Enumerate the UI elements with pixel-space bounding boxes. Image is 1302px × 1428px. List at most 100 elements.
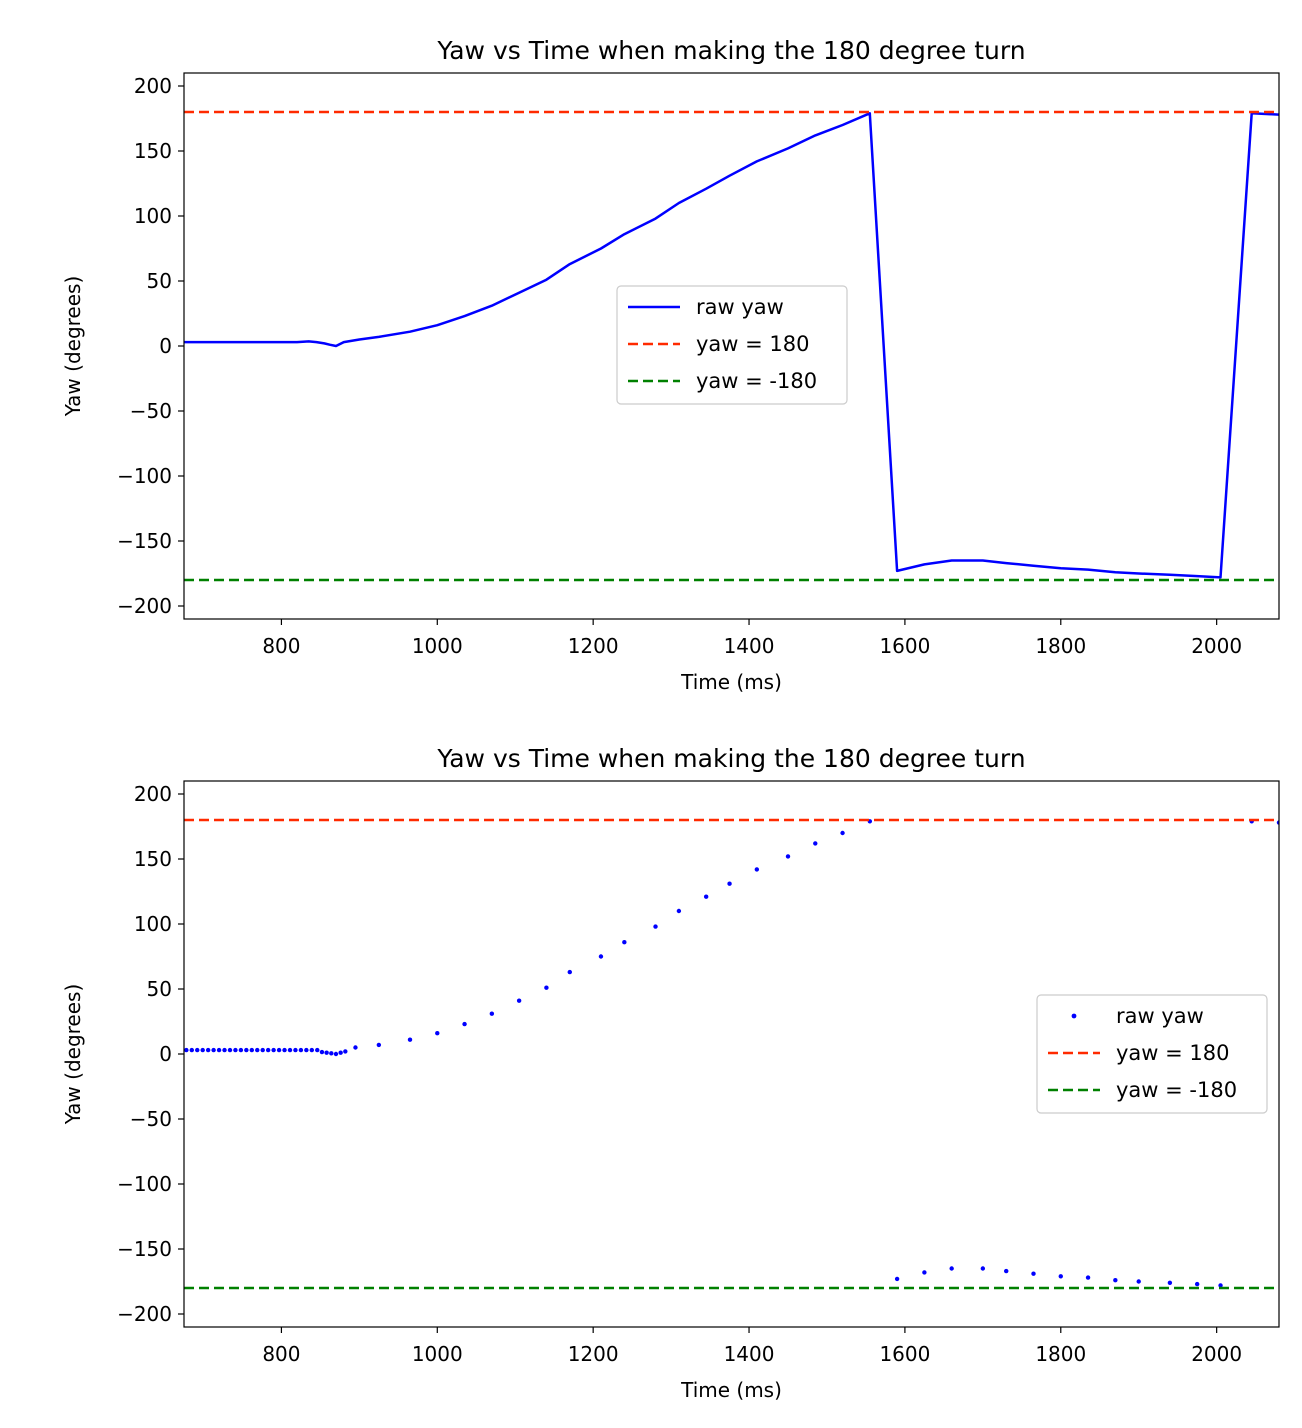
- scatter-point: [324, 1050, 329, 1055]
- legend-label: raw yaw: [1116, 1004, 1204, 1028]
- scatter-point: [1194, 1281, 1200, 1287]
- legend: raw yaw yaw = 180 yaw = -180: [1036, 994, 1268, 1114]
- scatter-point: [567, 969, 572, 975]
- scatter-point: [435, 1031, 440, 1036]
- y-tick-label: −100: [117, 464, 172, 488]
- y-tick-label: −200: [117, 594, 172, 618]
- x-tick-label: 1000: [412, 634, 463, 658]
- scatter-point: [894, 1276, 900, 1282]
- x-tick-label: 1800: [1035, 634, 1086, 658]
- x-tick-label: 1400: [724, 1342, 775, 1366]
- legend: raw yaw yaw = 180 yaw = -180: [616, 285, 848, 405]
- scatter-point: [703, 894, 709, 899]
- scatter-point: [1136, 1279, 1141, 1284]
- y-tick-label: −150: [117, 1237, 172, 1261]
- y-tick-label: −150: [117, 529, 172, 553]
- scatter-point: [329, 1051, 334, 1056]
- scatter-point: [598, 954, 604, 959]
- scatter-point: [1031, 1271, 1036, 1276]
- scatter-point: [840, 830, 845, 836]
- scatter-point: [216, 1047, 222, 1053]
- scatter-point: [211, 1047, 216, 1053]
- x-tick-label: 2000: [1191, 1342, 1242, 1366]
- y-tick-label: 0: [159, 334, 172, 358]
- y-tick-label: 200: [134, 782, 172, 806]
- y-tick-label: 150: [134, 847, 172, 871]
- chart-panel-1: Yaw vs Time when making the 180 degree t…: [61, 36, 1280, 694]
- scatter-point: [260, 1047, 265, 1053]
- scatter-point: [189, 1047, 194, 1053]
- scatter-point: [282, 1047, 287, 1053]
- scatter-point: [376, 1042, 382, 1048]
- plot-area: [184, 110, 1279, 582]
- series-line-raw-yaw: [184, 112, 1279, 579]
- scatter-point: [785, 854, 791, 859]
- x-tick-label: 1600: [879, 634, 930, 658]
- legend-frame: [1036, 994, 1268, 1114]
- scatter-point: [980, 1266, 986, 1271]
- chart-panel-2: Yaw vs Time when making the 180 degree t…: [61, 744, 1280, 1402]
- scatter-point: [653, 924, 658, 929]
- scatter-point: [922, 1270, 927, 1275]
- scatter-point: [343, 1049, 348, 1054]
- y-tick-label: −50: [130, 1107, 172, 1131]
- y-tick-label: 150: [134, 139, 172, 163]
- scatter-point: [222, 1047, 227, 1053]
- scatter-point: [276, 1047, 282, 1053]
- y-tick-label: 100: [134, 204, 172, 228]
- scatter-point: [353, 1045, 358, 1050]
- legend-label: yaw = 180: [696, 332, 810, 356]
- legend-handle-marker: [1071, 1013, 1077, 1019]
- scatter-point: [1218, 1283, 1223, 1288]
- chart-title: Yaw vs Time when making the 180 degree t…: [436, 744, 1025, 773]
- y-tick-label: 0: [159, 1042, 172, 1066]
- x-axis-label: Time (ms): [680, 1378, 782, 1402]
- scatter-point: [1113, 1278, 1118, 1283]
- scatter-point: [338, 1050, 343, 1055]
- x-tick-label: 800: [262, 1342, 300, 1366]
- scatter-point: [1085, 1275, 1091, 1280]
- scatter-point: [233, 1047, 238, 1053]
- scatter-point: [271, 1047, 276, 1053]
- scatter-point: [249, 1047, 255, 1053]
- scatter-point: [205, 1047, 211, 1053]
- legend-label: yaw = 180: [1116, 1041, 1230, 1065]
- legend-label: yaw = -180: [1116, 1078, 1237, 1102]
- x-tick-label: 1000: [412, 1342, 463, 1366]
- x-axis-label: Time (ms): [680, 670, 782, 694]
- scatter-point: [544, 985, 549, 990]
- scatter-point: [184, 1047, 189, 1053]
- x-tick-label: 1200: [568, 1342, 619, 1366]
- scatter-point: [200, 1047, 205, 1053]
- scatter-point: [1004, 1268, 1009, 1274]
- y-tick-label: 50: [147, 977, 172, 1001]
- scatter-point: [227, 1047, 233, 1053]
- y-tick-label: 200: [134, 74, 172, 98]
- axes-frame: [183, 780, 1280, 1328]
- x-tick-label: 1400: [724, 634, 775, 658]
- scatter-point: [287, 1047, 293, 1053]
- plot-area: [184, 818, 1279, 1290]
- legend-label: raw yaw: [696, 295, 784, 319]
- scatter-point: [1167, 1280, 1173, 1286]
- y-tick-label: −200: [117, 1302, 172, 1326]
- scatter-point: [333, 1051, 339, 1057]
- x-tick-label: 1800: [1035, 1342, 1086, 1366]
- scatter-point: [304, 1047, 309, 1053]
- y-tick-label: 100: [134, 912, 172, 936]
- scatter-point: [244, 1047, 249, 1053]
- scatter-point: [727, 881, 732, 886]
- scatter-point: [238, 1047, 244, 1053]
- scatter-point: [462, 1021, 467, 1027]
- scatter-point: [489, 1011, 495, 1016]
- y-axis-label: Yaw (degrees): [61, 984, 85, 1126]
- scatter-point: [293, 1047, 298, 1053]
- legend-label: yaw = -180: [696, 369, 817, 393]
- scatter-point: [309, 1047, 315, 1053]
- scatter-point: [319, 1049, 325, 1055]
- scatter-point: [516, 998, 522, 1003]
- scatter-point: [315, 1047, 320, 1053]
- scatter-point: [298, 1047, 304, 1053]
- y-axis-label: Yaw (degrees): [61, 276, 85, 418]
